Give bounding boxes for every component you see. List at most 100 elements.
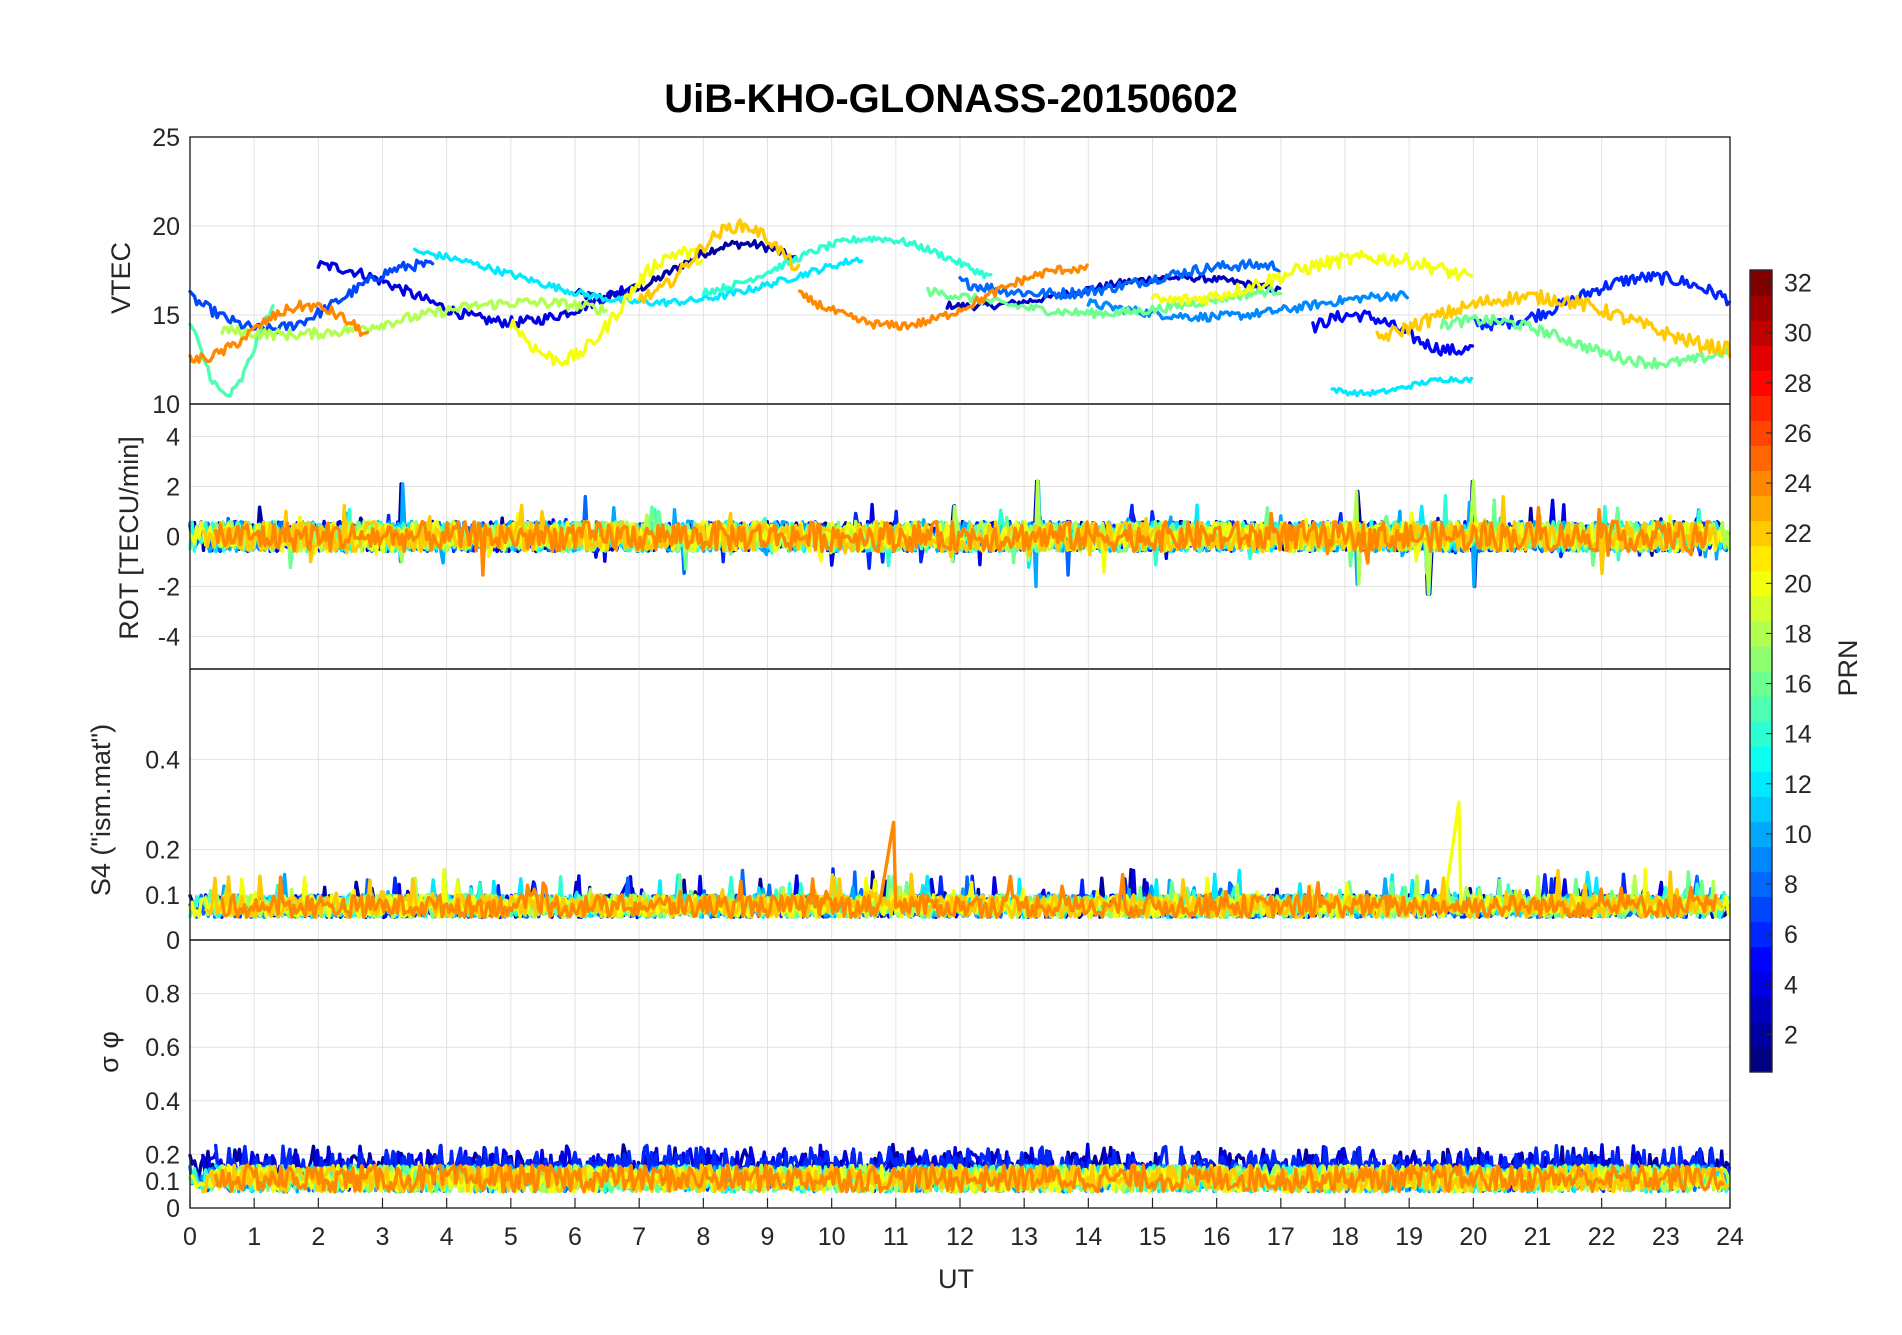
- colorbar-segment: [1750, 921, 1772, 948]
- x-tick-label: 21: [1524, 1223, 1552, 1251]
- colorbar-label: PRN: [1833, 639, 1863, 696]
- series-prn-18: [220, 296, 608, 342]
- colorbar-tick-label: 8: [1784, 871, 1798, 899]
- series-prn-22: [1375, 289, 1732, 359]
- colorbar-segment: [1750, 595, 1772, 622]
- colorbar-tick-label: 10: [1784, 821, 1812, 849]
- x-tick-label: 2: [311, 1223, 325, 1251]
- series-prn-24: [220, 820, 1718, 920]
- x-tick-label: 4: [440, 1223, 454, 1251]
- colorbar-segment: [1750, 420, 1772, 446]
- colorbar-segment: [1750, 395, 1772, 421]
- y-tick-label: 10: [152, 391, 180, 419]
- colorbar-tick-label: 20: [1784, 570, 1812, 598]
- series-prn-14: [701, 235, 993, 297]
- y-tick-label: 0.1: [145, 1168, 180, 1196]
- x-tick-label: 17: [1267, 1223, 1295, 1251]
- x-axis-ticks: 0 1 2 3 4 5 6 7 8 9 10 11 12 13 14 15 16 17 18 19 20 21 22 23 24: [183, 1198, 1744, 1251]
- series-prn-12: [412, 247, 864, 308]
- y-tick-label: 0: [166, 1195, 180, 1223]
- x-tick-label: 15: [1139, 1223, 1167, 1251]
- y-tick-label: 15: [152, 302, 180, 330]
- colorbar-tick-label: 28: [1784, 370, 1812, 398]
- x-tick-label: 8: [696, 1223, 710, 1251]
- x-tick-label: 24: [1716, 1223, 1744, 1251]
- series-prn-5: [1311, 309, 1475, 357]
- series-prn-9: [1086, 290, 1409, 323]
- y-tick-label: 0.1: [145, 882, 180, 910]
- x-tick-label: 1: [247, 1223, 261, 1251]
- colorbar-tick-label: 18: [1784, 620, 1812, 648]
- colorbar-segment: [1750, 645, 1772, 672]
- colorbar-segment: [1750, 996, 1772, 1023]
- y-tick-label: 2: [166, 474, 180, 502]
- x-tick-label: 11: [883, 1223, 909, 1251]
- colorbar-tick-label: 32: [1784, 270, 1812, 298]
- colorbar-segment: [1750, 721, 1772, 747]
- colorbar-segment: [1750, 821, 1772, 847]
- colorbar-segment: [1750, 746, 1772, 772]
- colorbar-tick-label: 4: [1784, 971, 1798, 999]
- x-tick-label: 3: [376, 1223, 390, 1251]
- chart-title: UiB-KHO-GLONASS-20150602: [664, 77, 1238, 121]
- colorbar-segment: [1750, 971, 1772, 998]
- y-tick-label: -4: [158, 624, 180, 652]
- x-tick-label: 13: [1010, 1223, 1038, 1251]
- x-tick-label: 20: [1459, 1223, 1487, 1251]
- x-tick-label: 14: [1074, 1223, 1102, 1251]
- colorbar-tick-label: 26: [1784, 420, 1812, 448]
- x-axis-label: UT: [938, 1264, 974, 1294]
- x-tick-label: 22: [1588, 1223, 1616, 1251]
- series-prn-16: [1439, 313, 1731, 370]
- colorbar-frame: [1749, 269, 1773, 1073]
- series-prn-24: [213, 506, 1711, 577]
- series-prn-24: [797, 263, 1089, 331]
- colorbar-segment: [1750, 270, 1772, 296]
- colorbar-segment: [1750, 671, 1772, 697]
- x-tick-label: 19: [1395, 1223, 1423, 1251]
- colorbar-segment: [1750, 1021, 1772, 1048]
- series-prn-8: [958, 258, 1281, 301]
- colorbar-segment: [1750, 1046, 1772, 1073]
- ylabel-sigma-phi: σ φ: [94, 1031, 124, 1073]
- y-tick-label: 0: [166, 927, 180, 955]
- x-tick-label: 5: [504, 1223, 518, 1251]
- series-prn-12: [1330, 375, 1474, 398]
- colorbar-tick-label: 14: [1784, 721, 1812, 749]
- series-prn-24: [188, 299, 370, 364]
- x-tick-label: 0: [183, 1223, 197, 1251]
- colorbar-tick-label: 22: [1784, 520, 1812, 548]
- x-tick-label: 16: [1203, 1223, 1231, 1251]
- series-prn-20: [1150, 249, 1474, 307]
- y-tick-label: 0.4: [145, 1088, 180, 1116]
- colorbar-segment: [1750, 871, 1772, 898]
- panel-s4: 0 0.1 0.2 0.4: [145, 668, 1731, 955]
- y-tick-label: 25: [152, 124, 180, 152]
- colorbar-segment: [1750, 896, 1772, 923]
- series-prn-24: [213, 1163, 1725, 1194]
- series-prn-7: [188, 258, 435, 335]
- x-tick-label: 7: [632, 1223, 646, 1251]
- series-prn-20: [509, 245, 704, 367]
- panel-rot: -4 -2 0 2 4: [158, 403, 1732, 670]
- colorbar-segment: [1750, 696, 1772, 722]
- ylabel-vtec: VTEC: [106, 242, 136, 314]
- colorbar-segment: [1750, 771, 1772, 797]
- colorbar-tick-label: 12: [1784, 771, 1812, 799]
- x-tick-label: 9: [761, 1223, 775, 1251]
- x-tick-label: 18: [1331, 1223, 1359, 1251]
- y-tick-label: 0.2: [145, 837, 180, 865]
- colorbar-segment: [1750, 320, 1772, 346]
- colorbar-tick-label: 6: [1784, 921, 1798, 949]
- colorbar-segment: [1750, 520, 1772, 547]
- x-tick-label: 23: [1652, 1223, 1680, 1251]
- y-tick-label: 0: [166, 524, 180, 552]
- series-prn-22: [637, 218, 801, 304]
- y-tick-label: 4: [166, 424, 180, 452]
- x-tick-label: 10: [818, 1223, 846, 1251]
- colorbar-tick-label: 24: [1784, 470, 1812, 498]
- colorbar-segment: [1750, 846, 1772, 872]
